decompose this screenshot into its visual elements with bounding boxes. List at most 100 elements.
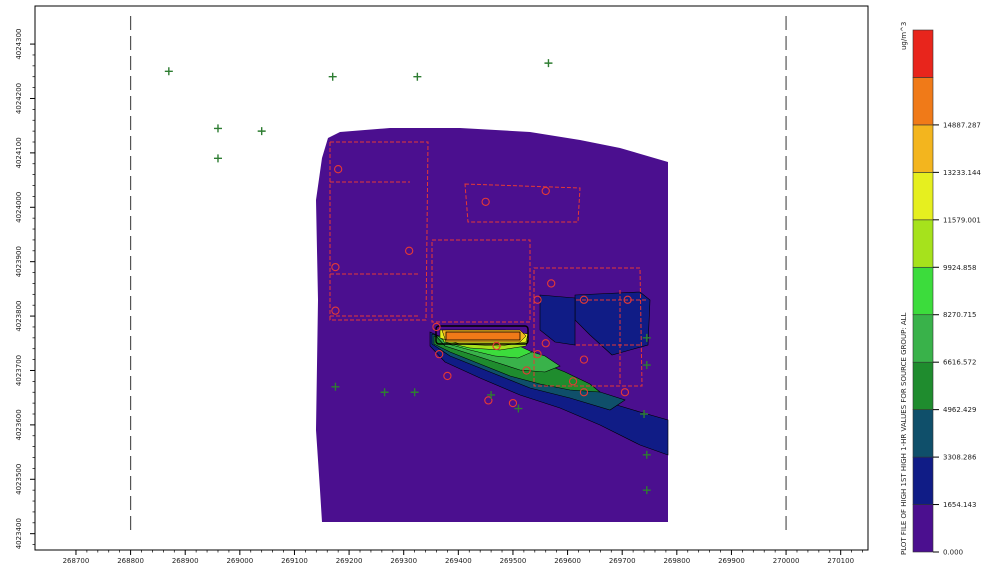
x-tick-label: 270000: [773, 557, 800, 565]
receptor-marker: [257, 127, 266, 136]
legend-level-label: 6616.572: [943, 359, 976, 367]
legend-color-band: [912, 504, 934, 553]
legend-level-label: 8270.715: [943, 311, 976, 319]
x-axis: 268700 268800 268900 269000 269100 269200 2693…: [63, 550, 863, 565]
source-marker: [481, 197, 490, 206]
y-tick-label: 4023400: [15, 518, 23, 549]
legend-color-band: [912, 361, 934, 410]
legend-color-band: [912, 456, 934, 505]
y-tick-label: 4024000: [15, 192, 23, 223]
legend-level-label: 4962.429: [943, 406, 976, 414]
x-tick-label: 269700: [609, 557, 636, 565]
contour-level-1c: [539, 294, 576, 346]
y-tick-label: 4023800: [15, 300, 23, 331]
legend-color-band: [912, 266, 934, 316]
legend-level-label: 13233.144: [943, 169, 981, 177]
legend-units: ug/m^3: [900, 22, 908, 50]
receptor-marker: [380, 388, 389, 397]
source-area-2: [330, 181, 418, 317]
legend-color-band: [912, 77, 934, 126]
y-tick-label: 4023500: [15, 464, 23, 495]
legend-color-band: [912, 172, 934, 221]
legend-level-label: 11579.001: [943, 216, 981, 224]
boundary-lines: [129, 16, 787, 535]
receptor-marker: [544, 59, 553, 68]
source-marker: [508, 398, 518, 408]
legend-color-band: [912, 124, 934, 173]
source-marker: [522, 366, 531, 375]
source-marker: [579, 355, 589, 364]
source-marker: [533, 295, 542, 304]
source-marker: [579, 388, 589, 397]
source-marker: [492, 341, 501, 351]
source-marker: [620, 388, 630, 397]
x-tick-label: 269600: [554, 557, 581, 565]
source-area-1: [329, 141, 429, 321]
legend-level-label: 0.000: [943, 549, 963, 557]
contour-level-9: [445, 331, 521, 341]
y-tick-label: 4024300: [15, 28, 23, 59]
contour-level-0: [316, 128, 668, 522]
x-tick-label: 269900: [718, 557, 745, 565]
x-tick-label: 269500: [500, 557, 527, 565]
source-marker: [484, 396, 493, 405]
source-marker: [568, 377, 578, 386]
receptor-marker: [413, 72, 422, 81]
receptor-marker: [213, 124, 222, 133]
x-tick-label: 269100: [281, 557, 308, 565]
legend-color-band: [912, 409, 934, 458]
legend-color-band: [912, 29, 934, 78]
concentration-field: [316, 128, 669, 522]
source-marker: [435, 350, 444, 359]
receptor-marker: [328, 72, 337, 81]
source-marker: [334, 165, 343, 174]
receptor-marker: [514, 404, 523, 413]
receptor-markers: [164, 59, 651, 495]
source-marker: [541, 186, 550, 196]
receptor-marker: [642, 333, 651, 342]
y-tick-label: 4023600: [15, 409, 23, 440]
receptor-marker: [213, 154, 222, 163]
y-tick-label: 4024200: [15, 83, 23, 114]
receptor-marker: [487, 390, 496, 399]
source-markers: [331, 165, 632, 408]
source-marker: [405, 246, 414, 255]
source-area-5: [533, 267, 643, 387]
source-marker: [533, 350, 542, 359]
receptor-marker: [331, 382, 340, 391]
x-tick-label: 269000: [226, 557, 253, 565]
source-marker: [579, 295, 589, 304]
receptor-marker: [642, 486, 651, 495]
source-marker: [541, 339, 550, 348]
source-area-3: [431, 239, 531, 323]
x-tick-label: 269300: [390, 557, 417, 565]
legend-color-band: [912, 314, 934, 363]
receptor-marker: [642, 361, 651, 370]
receptor-marker: [164, 67, 173, 76]
x-tick-label: 269200: [336, 557, 363, 565]
receptor-marker: [640, 410, 649, 418]
contour-peak-outline: [435, 325, 529, 345]
source-marker: [547, 279, 556, 288]
receptor-marker: [410, 388, 419, 397]
y-tick-label: 4024100: [15, 137, 23, 168]
source-marker: [331, 306, 340, 315]
y-tick-label: 4023700: [15, 355, 23, 386]
legend-level-label: 9924.858: [943, 264, 976, 272]
source-area-4: [464, 183, 581, 223]
legend: PLOT FILE OF HIGH 1ST HIGH 1-HR VALUES F…: [900, 22, 981, 557]
receptor-marker: [642, 450, 651, 459]
x-tick-label: 268800: [117, 557, 144, 565]
legend-color-band: [912, 219, 934, 268]
y-tick-label: 4023900: [15, 246, 23, 277]
legend-title: PLOT FILE OF HIGH 1ST HIGH 1-HR VALUES F…: [900, 312, 908, 555]
source-marker: [623, 295, 632, 304]
x-tick-label: 269800: [663, 557, 690, 565]
legend-level-label: 3308.286: [943, 454, 977, 462]
legend-level-label: 14887.287: [943, 121, 981, 129]
y-axis: 4024300 4024200 4024100 4024000 4023900 40238…: [15, 28, 35, 549]
x-tick-label: 269400: [445, 557, 472, 565]
x-tick-label: 270100: [827, 557, 854, 565]
source-marker: [432, 322, 441, 332]
